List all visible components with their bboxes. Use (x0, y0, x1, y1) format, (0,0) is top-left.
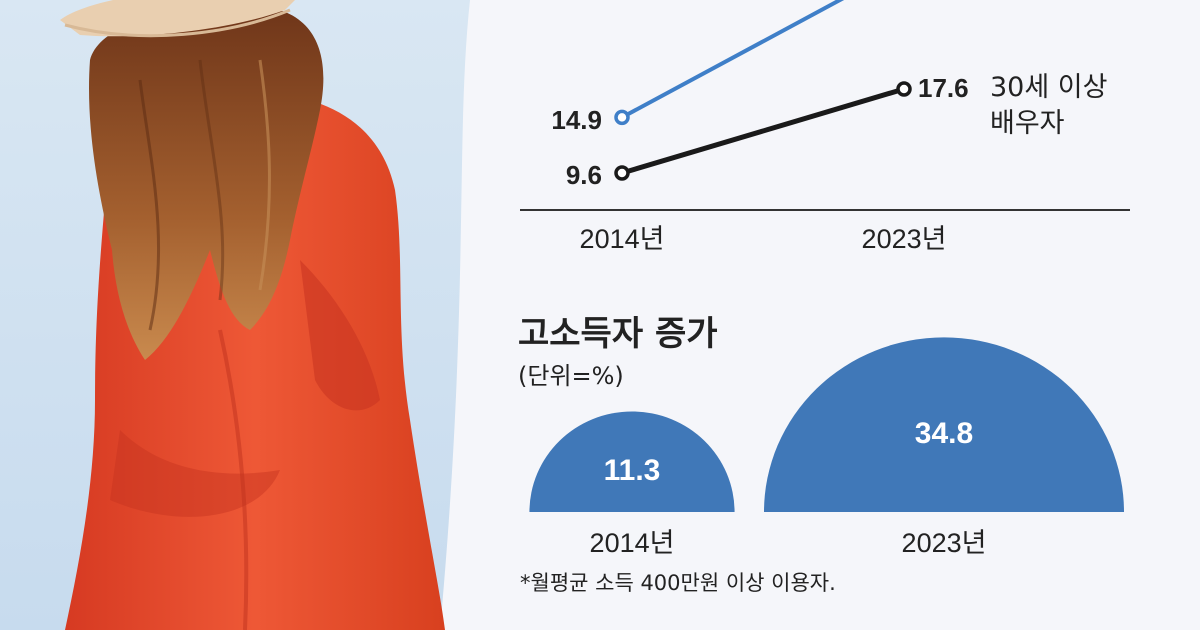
bubble-value-2014: 11.3 (604, 454, 661, 487)
bubble-category-2014: 2014년 (590, 528, 675, 558)
series-line-0 (621, 0, 845, 120)
data-label-black-2023: 17.6 (918, 73, 969, 103)
high-income-chart: 고소득자 증가 (단위=%) 11.3 34.8 2014년 2023년 *월평… (518, 314, 1124, 595)
data-label-black-2014: 9.6 (566, 160, 602, 190)
x-tick-label-2014: 2014년 (580, 224, 665, 254)
footnote: *월평균 소득 400만원 이상 이용자. (520, 571, 836, 595)
line-chart: 2014년 2023년 14.9 9.6 17.6 30세 이상 배우자 (520, 0, 1130, 254)
bubble-category-2023: 2023년 (902, 528, 987, 558)
x-tick-label-2023: 2023년 (862, 224, 947, 254)
point-series1-1 (896, 81, 912, 97)
point-series1-0 (614, 165, 630, 181)
bubble-value-2023: 34.8 (915, 417, 973, 450)
data-label-blue-2014: 14.9 (551, 105, 602, 135)
chart-title: 고소득자 증가 (518, 314, 718, 354)
series-label-line2: 배우자 (990, 108, 1065, 139)
woman-photo (0, 0, 560, 630)
point-series0-0 (614, 109, 630, 126)
unit-label: (단위=%) (518, 362, 624, 390)
bubble-0 (529, 411, 735, 512)
series-label-line1: 30세 이상 (990, 72, 1107, 103)
series-line-1 (621, 86, 905, 176)
bubble-1 (764, 337, 1124, 512)
